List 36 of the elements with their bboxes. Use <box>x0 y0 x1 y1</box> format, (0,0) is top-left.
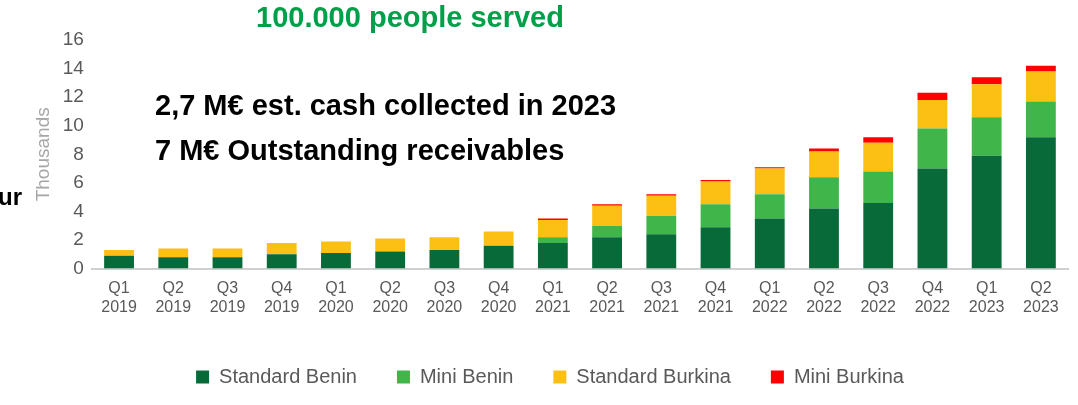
x-tick-label: Q1 2021 <box>535 278 571 315</box>
x-tick-label: Q4 2020 <box>480 278 517 315</box>
annotation: 2,7 M€ est. cash collected in 2023 <box>155 89 617 121</box>
x-tick-label: Q2 2020 <box>372 278 409 315</box>
y-tick-label: 2 <box>73 228 84 250</box>
chart-title: 100.000 people served <box>256 1 564 33</box>
y-tick-label: 16 <box>62 28 84 50</box>
x-tick-label: Q2 2019 <box>155 278 192 315</box>
text: ur <box>0 183 22 210</box>
x-tick-label: Q1 2019 <box>101 278 137 315</box>
annotation: 7 M€ Outstanding receivables <box>155 134 565 166</box>
legend-label: Standard Benin <box>219 364 357 387</box>
x-tick-label: Q3 2019 <box>209 278 246 315</box>
x-tick-label: Q1 2023 <box>968 278 1005 315</box>
x-tick-label: Q2 2021 <box>589 278 625 315</box>
legend-label: Standard Burkina <box>576 364 732 387</box>
y-tick-label: 12 <box>62 85 84 107</box>
y-axis-title: Thousands <box>31 107 53 202</box>
y-tick-label: 8 <box>73 142 84 164</box>
y-tick-label: 14 <box>62 56 85 78</box>
x-tick-label: Q1 2020 <box>318 278 354 315</box>
y-tick-label: 0 <box>73 256 84 278</box>
x-tick-label: Q3 2022 <box>860 278 897 315</box>
x-tick-label: Q2 2023 <box>1023 278 1059 315</box>
x-tick-label: Q1 2022 <box>751 278 788 315</box>
x-tick-label: Q4 2021 <box>697 278 734 315</box>
x-tick-label: Q3 2021 <box>643 278 680 315</box>
y-tick-label: 4 <box>73 199 85 221</box>
x-tick-label: Q4 2019 <box>263 278 300 315</box>
legend-label: Mini Benin <box>419 364 514 387</box>
x-tick-label: Q4 2022 <box>914 278 951 315</box>
y-tick-label: 6 <box>73 171 84 193</box>
legend-label: Mini Burkina <box>793 364 905 387</box>
x-tick-label: Q2 2022 <box>806 278 842 315</box>
y-tick-label: 10 <box>62 113 84 135</box>
x-tick-label: Q3 2020 <box>426 278 463 315</box>
